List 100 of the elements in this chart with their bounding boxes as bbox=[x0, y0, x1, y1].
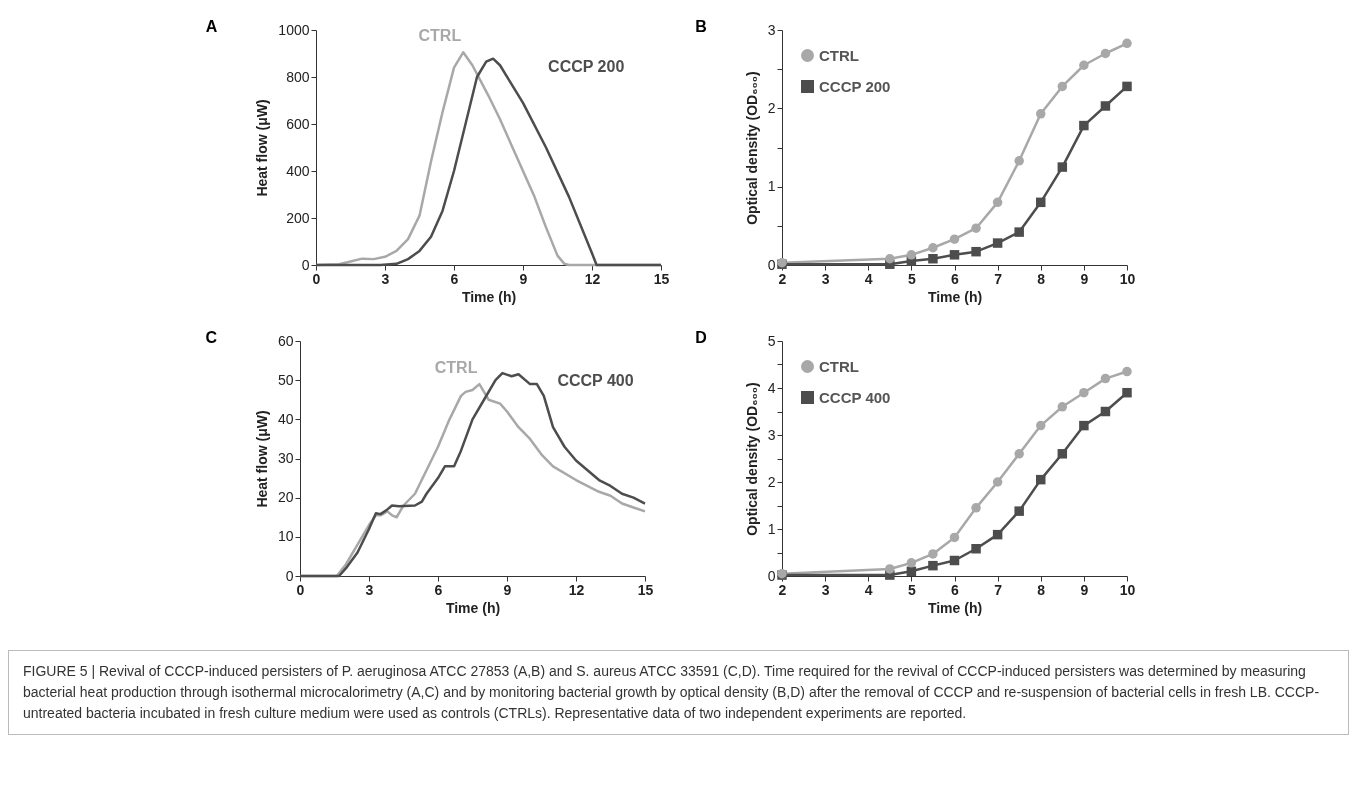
point bbox=[992, 477, 1003, 487]
point bbox=[1079, 60, 1089, 70]
point bbox=[992, 529, 1003, 540]
text: CCCP 200 bbox=[548, 57, 625, 75]
caption: FIGURE 5 | Revival of CCCP-induced persisters of P. aeruginosa ATCC 27853 (A,B) and S. aureus ATCC 33591 (C,D). Time required for the revival of CCCP-induced persisters was determined by measuring bacterial heat production through isothermal microcalorimetry (A,C) and by monitoring bacterial growth by optical density (B,D) after the removal of CCCP and re-suspension of bacterial cells in fresh LB. CCCP-untreated bacteria incubated in fresh culture medium were used as controls (CTRLs). Representative data of two independent experiments are reported. bbox=[23, 662, 1321, 723]
x-tick-label: 5 bbox=[907, 581, 916, 598]
x-tick-label: 3 bbox=[821, 270, 830, 287]
point bbox=[1057, 402, 1068, 412]
point bbox=[1122, 387, 1132, 398]
x-tick-label: 10 bbox=[1119, 581, 1136, 598]
legend-label: CTRL bbox=[819, 357, 859, 375]
x-tick-label: 7 bbox=[994, 581, 1003, 598]
point bbox=[1036, 109, 1046, 119]
point bbox=[1014, 506, 1024, 516]
y-tick-label: 200 bbox=[286, 209, 310, 226]
series-label: CTRL bbox=[418, 27, 462, 45]
y-tick-label: 2 bbox=[767, 473, 776, 490]
y-tick-label: 1 bbox=[767, 178, 776, 195]
point bbox=[992, 197, 1003, 208]
point bbox=[1079, 120, 1089, 131]
series-label: CTRL bbox=[434, 359, 478, 377]
point bbox=[928, 253, 938, 264]
point bbox=[971, 246, 981, 257]
point bbox=[906, 250, 917, 260]
y-axis-title: Heat flow (μW) bbox=[253, 410, 270, 508]
point bbox=[1100, 373, 1111, 384]
y-tick-label: 0 bbox=[285, 567, 294, 584]
legend-label: CCCP 400 bbox=[819, 388, 891, 406]
y-tick-label: 2 bbox=[767, 99, 776, 116]
y-tick-label: 0 bbox=[301, 256, 310, 273]
chart-title: A bbox=[205, 18, 218, 35]
point bbox=[949, 532, 960, 543]
chart-title: D bbox=[695, 329, 707, 346]
x-axis-title: Time (h) bbox=[927, 288, 983, 305]
point bbox=[885, 564, 895, 574]
x-tick-label: 3 bbox=[381, 270, 390, 287]
y-tick-label: 600 bbox=[286, 115, 310, 132]
x-tick-label: 0 bbox=[312, 270, 321, 287]
x-tick-label: 4 bbox=[864, 270, 873, 287]
x-tick-label: 8 bbox=[1037, 581, 1046, 598]
x-tick-label: 15 bbox=[637, 581, 654, 598]
point bbox=[1122, 38, 1132, 49]
x-tick-label: 7 bbox=[994, 270, 1003, 287]
point bbox=[1079, 420, 1089, 431]
x-tick-label: 9 bbox=[1080, 270, 1089, 287]
point bbox=[1122, 81, 1132, 92]
point bbox=[1014, 156, 1024, 166]
x-tick-label: 5 bbox=[907, 270, 916, 287]
y-tick-label: 1000 bbox=[278, 21, 310, 38]
x-tick-label: 2 bbox=[778, 581, 787, 598]
legend-label: CTRL bbox=[819, 46, 859, 64]
x-tick-label: 6 bbox=[951, 581, 960, 598]
y-tick-label: 40 bbox=[277, 410, 294, 427]
x-tick-label: 12 bbox=[568, 581, 585, 598]
x-tick-label: 6 bbox=[450, 270, 459, 287]
series-label: CCCP 400 bbox=[557, 372, 634, 390]
y-tick-label: 30 bbox=[277, 450, 294, 466]
point bbox=[928, 549, 938, 559]
y-tick-label: 3 bbox=[767, 21, 776, 38]
x-tick-label: 8 bbox=[1037, 270, 1046, 287]
x-axis-title: Time (h) bbox=[461, 288, 517, 305]
x-tick-label: 6 bbox=[434, 581, 443, 598]
x-tick-label: 3 bbox=[365, 581, 374, 598]
y-tick-label: 1 bbox=[767, 520, 776, 537]
point bbox=[949, 234, 960, 244]
y-tick-label: 20 bbox=[277, 489, 294, 506]
point bbox=[949, 555, 960, 566]
x-tick-label: 3 bbox=[821, 581, 830, 598]
x-tick-label: 15 bbox=[653, 270, 670, 287]
y-axis-title: Optical density (OD₆₀₀) bbox=[743, 71, 760, 225]
point bbox=[1057, 162, 1068, 172]
y-tick-label: 0 bbox=[767, 256, 776, 273]
x-tick-label: 10 bbox=[1119, 270, 1136, 287]
point bbox=[1100, 101, 1111, 111]
x-tick-label: 9 bbox=[1080, 581, 1089, 598]
x-axis-title: Time (h) bbox=[445, 599, 501, 616]
point bbox=[1014, 449, 1024, 459]
point bbox=[971, 503, 981, 513]
x-tick-label: 4 bbox=[864, 581, 873, 598]
point bbox=[1122, 366, 1132, 377]
x-tick-label: 12 bbox=[584, 270, 601, 287]
point bbox=[1036, 474, 1046, 485]
point bbox=[949, 250, 960, 260]
y-tick-label: 400 bbox=[286, 162, 310, 179]
point bbox=[928, 560, 938, 571]
point bbox=[1057, 449, 1068, 459]
chart-title: B bbox=[695, 18, 707, 35]
x-axis-title: Time (h) bbox=[927, 599, 983, 616]
y-axis-title: Heat flow (μW) bbox=[254, 99, 271, 197]
point bbox=[1014, 227, 1024, 237]
point bbox=[928, 243, 938, 253]
point bbox=[1100, 406, 1111, 417]
point bbox=[1036, 420, 1046, 431]
x-tick-label: 2 bbox=[778, 270, 787, 287]
y-tick-label: 60 bbox=[277, 332, 294, 349]
point bbox=[971, 544, 981, 554]
point bbox=[1100, 48, 1111, 59]
point bbox=[992, 238, 1003, 248]
y-tick-label: 50 bbox=[277, 371, 294, 388]
point bbox=[971, 223, 981, 233]
